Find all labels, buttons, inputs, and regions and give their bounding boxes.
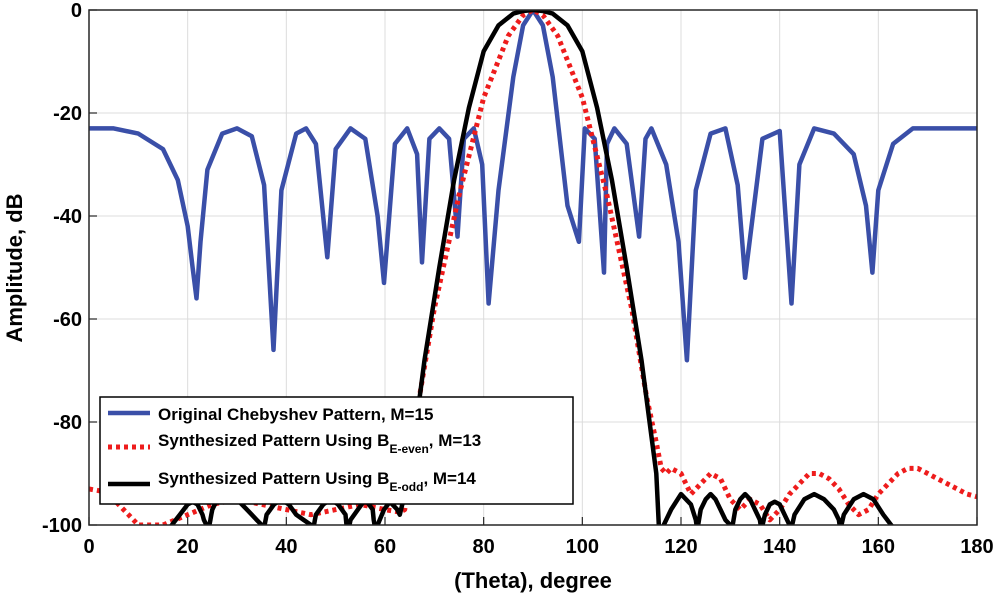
x-tick-label-9: 180 (960, 536, 993, 558)
x-tick-label-1: 20 (177, 536, 199, 558)
x-tick-label-2: 40 (275, 536, 297, 558)
x-tick-label-0: 0 (83, 536, 94, 558)
y-tick-label-2: -40 (53, 206, 82, 228)
tick-labels: 0 20 40 60 80 100 120 140 160 180 0 -20 -40 -60 -80 -10… (42, 0, 994, 558)
y-tick-label-5: -100 (42, 515, 82, 537)
legend-sub-e-even: E-even (389, 442, 428, 456)
legend-tail-e-even: , M=13 (429, 431, 481, 450)
y-tick-label-4: -80 (53, 412, 82, 434)
legend-box (99, 396, 574, 505)
y-tick-label-0: 0 (71, 0, 82, 22)
plot-frame (88, 9, 978, 526)
x-tick-label-6: 120 (664, 536, 697, 558)
series-e-even-line (89, 10, 977, 525)
x-tick-label-3: 60 (374, 536, 396, 558)
legend: Original Chebyshev Pattern, M=15 Synthes… (99, 396, 574, 505)
legend-tail-e-odd: , M=14 (423, 469, 476, 488)
legend-main-e-odd: Synthesized Pattern Using B (158, 469, 389, 488)
legend-label-chebyshev: Original Chebyshev Pattern, M=15 (158, 405, 433, 424)
legend-label-e-odd: Synthesized Pattern Using BE-odd, M=14 (158, 469, 476, 494)
series-chebyshev-line (89, 10, 977, 363)
x-tick-label-7: 140 (763, 536, 796, 558)
y-axis-label: Amplitude, dB (2, 193, 27, 342)
y-tick-label-1: -20 (53, 103, 82, 125)
legend-sub-e-odd: E-odd (389, 480, 423, 494)
x-tick-label-8: 160 (862, 536, 895, 558)
legend-main-e-even: Synthesized Pattern Using B (158, 431, 389, 450)
y-tick-label-3: -60 (53, 309, 82, 331)
legend-label-e-even: Synthesized Pattern Using BE-even, M=13 (158, 431, 481, 456)
x-tick-label-5: 100 (566, 536, 599, 558)
x-axis-label: (Theta), degree (454, 568, 612, 593)
x-tick-label-4: 80 (473, 536, 495, 558)
